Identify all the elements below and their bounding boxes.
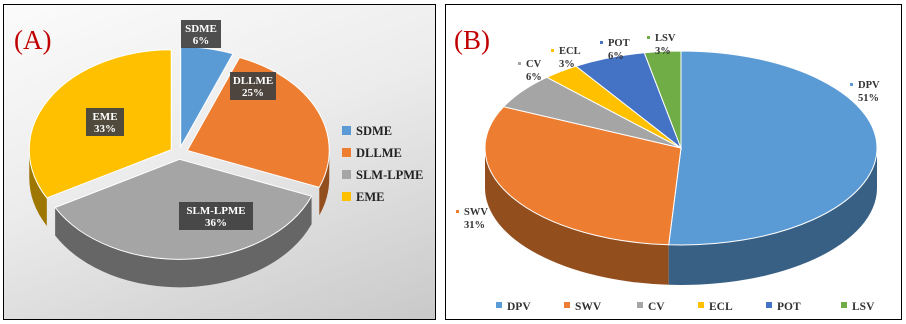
pie-slice-sdme [180,46,234,149]
legend-label: CV [648,301,665,313]
legend-item-dllme: DLLME [342,146,402,160]
data-label-value: 33% [94,123,116,135]
data-label-category: DLLME [233,75,273,87]
data-label-lsv: LSV 3% [647,33,676,57]
data-label-value: 6% [608,51,624,62]
chart-panel-b: (B) DPV 51% SWV 31% CV 6% ECL 3% POT 6% LSV 3% DPV SWV… [445,4,902,320]
legend-swatch [841,302,847,308]
legend-item-slm-lpme: SLM-LPME [342,168,423,182]
legend-label: LSV [852,301,875,313]
panel-label-a: (A) [14,25,51,55]
legend-swatch [342,126,351,135]
legend-swatch [766,302,772,308]
data-label-marker [518,62,521,65]
legend-item-sdme: SDME [342,124,392,138]
legend-label: SLM-LPME [356,168,423,182]
legend-label: SWV [575,301,602,313]
legend-label: SDME [356,124,392,138]
data-label-marker [551,49,554,52]
data-label-ecl: ECL 3% [551,46,581,70]
legend-item-swv: SWV [564,301,602,313]
legend-item-cv: CV [637,301,665,313]
data-label-marker [600,41,603,44]
data-label-value: 51% [858,93,879,104]
legend-swatch [564,302,570,308]
data-label-cv: CV 6% [518,59,542,83]
data-label-dpv: DPV 51% [850,80,880,104]
side-wall-swv [485,148,669,285]
data-label-value: 6% [193,35,210,47]
legend-swatch [342,170,351,179]
legend-item-pot: POT [766,301,801,313]
side-wall-dpv [668,148,877,285]
legend-label: ECL [709,301,733,313]
legend-item-ecl: ECL [698,301,733,313]
pie-slice-dllme [186,56,330,188]
pie-slice-dpv [668,50,878,246]
legend-label: POT [777,301,801,313]
data-label-marker [647,36,650,39]
legend-label: DPV [507,301,531,313]
legend-swatch [637,302,643,308]
data-label-category: SWV [464,207,488,218]
chart-panel-a: (A) SDME 6% DLLME 25% SLM-LPME 36% EME 33% SDME DL… [3,4,436,320]
data-label-category: CV [526,59,542,70]
pie-slice-lsv [643,50,682,149]
pie-slice-swv [484,106,682,246]
data-label-value: 3% [559,59,575,70]
pie-chart-b: (B) DPV 51% SWV 31% CV 6% ECL 3% POT 6% LSV 3% DPV SWV… [454,25,880,313]
data-label-category: LSV [655,33,676,44]
data-label-category: SDME [185,23,217,35]
legend-swatch [342,192,351,201]
data-label-marker [456,210,459,213]
data-label-category: ECL [559,46,581,57]
legend-item-dpv: DPV [496,301,531,313]
data-label-marker [850,83,853,86]
legend-label: EME [356,190,384,204]
data-label-value: 25% [242,87,264,99]
data-label-category: POT [608,38,630,49]
legend-item-eme: EME [342,190,384,204]
side-wall-slm-lpme [55,196,312,288]
legend-swatch [698,302,704,308]
data-label-value: 6% [526,72,542,83]
data-label-category: DPV [858,80,880,91]
data-label-value: 3% [655,46,671,57]
data-label-category: SLM-LPME [186,205,245,217]
legend-swatch [496,302,502,308]
legend-swatch [342,148,351,157]
data-label-value: 31% [464,220,485,231]
data-label-pot: POT 6% [600,38,630,62]
data-label-value: 36% [205,217,227,229]
legend-label: DLLME [356,146,402,160]
side-wall-eme [29,149,47,226]
panel-label-b: (B) [454,25,490,55]
data-label-category: EME [92,111,117,123]
legend-item-lsv: LSV [841,301,875,313]
side-wall-dllme [319,150,330,216]
data-label-swv: SWV 31% [456,207,488,231]
